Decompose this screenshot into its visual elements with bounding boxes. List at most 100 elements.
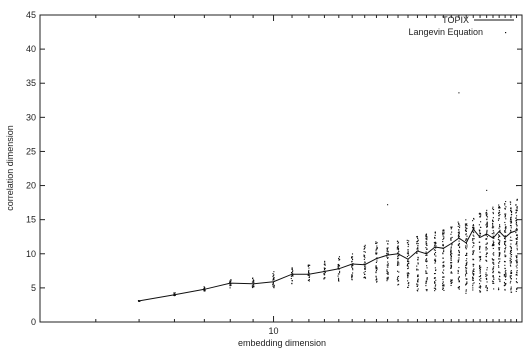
langevin-point [352,267,354,269]
langevin-point [229,284,231,286]
langevin-point [499,254,501,256]
langevin-point [516,241,518,243]
langevin-point [486,252,488,254]
langevin-point [387,243,389,245]
langevin-point [324,264,326,266]
langevin-point [485,275,487,277]
langevin-point [492,240,494,242]
langevin-point [479,268,481,270]
langevin-point [486,242,488,244]
langevin-point [416,283,418,285]
langevin-point [443,269,445,271]
langevin-point [308,272,310,274]
langevin-point [323,277,325,279]
langevin-point [504,215,506,217]
langevin-point [204,287,206,289]
langevin-point [480,258,482,260]
langevin-point [396,270,399,272]
langevin-point [407,268,409,270]
langevin-point [480,277,482,279]
langevin-point [351,278,353,280]
legend-label-topix: TOPIX [442,15,469,25]
langevin-point [505,226,507,228]
langevin-point [352,272,354,274]
langevin-point [397,260,399,262]
langevin-point [397,249,400,251]
langevin-point [376,279,378,281]
langevin-point [252,280,254,282]
langevin-point [510,272,512,275]
langevin-point [417,247,419,249]
langevin-point [492,243,494,245]
langevin-point [478,224,480,226]
langevin-point [479,275,482,277]
langevin-point [485,243,487,245]
langevin-point [451,226,453,228]
langevin-point [473,218,475,220]
langevin-point [516,267,518,269]
langevin-point [464,223,466,225]
langevin-point [397,278,399,280]
langevin-point [479,260,481,262]
langevin-point [406,274,409,276]
langevin-point [434,251,437,254]
langevin-point [493,266,495,268]
langevin-point [486,222,489,224]
langevin-point [458,276,460,278]
langevin-point [417,239,419,241]
langevin-point [397,254,399,256]
langevin-point [386,256,388,258]
langevin-point [472,238,474,240]
langevin-point [504,283,506,285]
langevin-point [498,287,500,289]
langevin-point [272,279,274,281]
langevin-point [407,243,409,245]
langevin-point [292,270,294,272]
langevin-point [425,233,428,235]
langevin-point [417,269,419,271]
langevin-point [479,268,481,270]
langevin-point [480,221,482,223]
langevin-point [499,253,501,255]
langevin-point [485,238,487,240]
langevin-point [458,242,460,245]
langevin-point [376,247,378,249]
langevin-point [492,282,494,284]
langevin-point [485,255,487,258]
langevin-point [510,254,512,256]
langevin-point [416,252,418,254]
langevin-point [434,231,436,233]
langevin-point [516,225,518,227]
topix-line [139,228,517,302]
langevin-point [324,268,326,270]
langevin-point [479,283,481,285]
langevin-point [510,219,512,221]
langevin-point [485,286,487,288]
langevin-point [451,231,453,233]
langevin-point [472,285,474,287]
langevin-point [492,272,494,274]
langevin-point [442,241,444,243]
langevin-point [442,232,444,234]
langevin-point [434,244,436,246]
langevin-point [465,268,467,270]
langevin-point [479,257,481,259]
langevin-point [375,242,377,245]
langevin-point [515,228,517,231]
langevin-point [376,281,378,283]
langevin-point [363,248,365,250]
langevin-point [443,233,445,235]
langevin-point [466,252,468,255]
langevin-point [515,212,517,214]
langevin-point [510,262,512,264]
langevin-point [426,265,428,267]
langevin-point [458,226,461,229]
langevin-point [407,248,409,251]
langevin-point [204,290,206,292]
langevin-point [337,277,340,279]
langevin-point [516,199,518,201]
langevin-point [458,276,460,278]
langevin-point [497,247,500,249]
y-tick-label: 5 [31,283,36,293]
langevin-point [442,244,444,246]
